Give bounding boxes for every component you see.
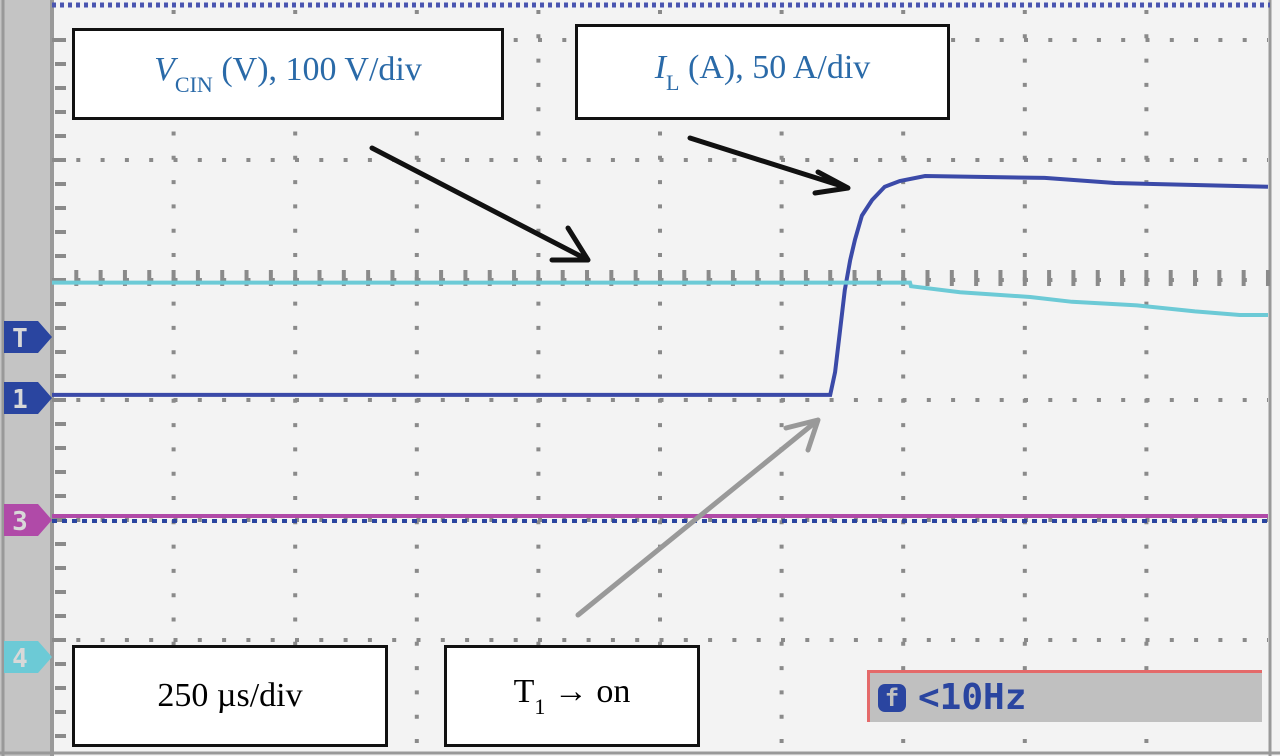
marker-label: T — [12, 324, 28, 354]
frequency-icon: f — [878, 683, 906, 712]
frequency-value: <10Hz — [918, 677, 1027, 718]
arrows — [369, 135, 851, 618]
trace-ch4 — [52, 280, 1268, 317]
grid — [52, 10, 1270, 750]
arrow-vcin — [369, 145, 591, 263]
channel-markers: T 1 3 4 — [4, 321, 52, 674]
left-panel — [0, 0, 52, 756]
marker-label: 4 — [12, 644, 28, 674]
channel-marker-3[interactable]: 3 — [4, 504, 52, 537]
trace-ch1 — [52, 173, 1269, 397]
channel-marker-1[interactable]: 1 — [4, 382, 52, 415]
channel-marker-4[interactable]: 4 — [4, 641, 52, 674]
channel-marker-T[interactable]: T — [4, 321, 52, 354]
vcin-label: VCIN (V), 100 V/div — [72, 28, 504, 120]
marker-label: 3 — [12, 507, 28, 537]
traces — [52, 173, 1269, 523]
marker-label: 1 — [12, 385, 28, 415]
frequency-readout: f <10Hz — [867, 670, 1262, 722]
arrow-il — [687, 135, 851, 196]
il-label: IL (A), 50 A/div — [575, 24, 950, 120]
t1-on-label: T1 → on — [444, 645, 700, 747]
timebase-label: 250 µs/div — [72, 645, 388, 747]
arrow-t1 — [575, 417, 821, 618]
